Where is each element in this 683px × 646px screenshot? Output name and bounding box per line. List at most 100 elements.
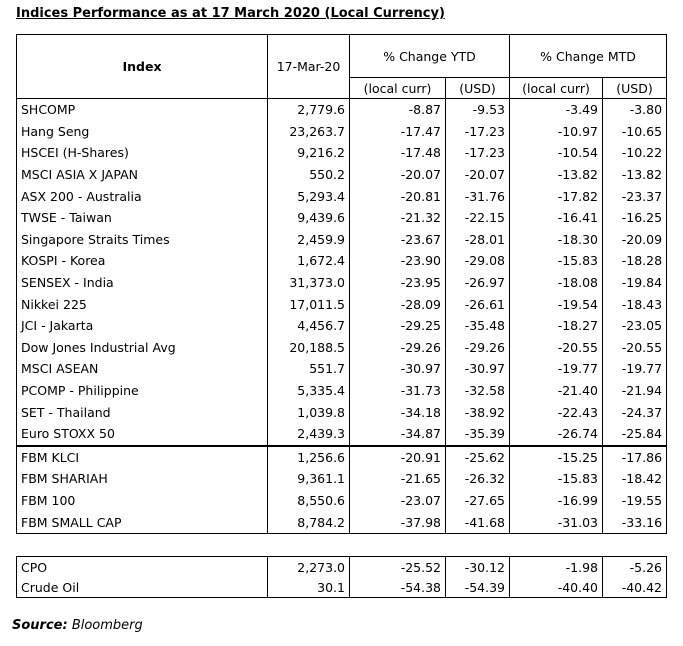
cell-mtd-usd: -18.43 xyxy=(602,293,668,315)
cell-ytd-local: -29.25 xyxy=(349,314,446,337)
cell-ytd-local: -28.09 xyxy=(349,293,446,315)
cell-mtd-local: -18.08 xyxy=(509,271,604,294)
cell-value: 31,373.0 xyxy=(267,271,350,294)
cell-ytd-usd: -9.53 xyxy=(444,98,511,121)
cell-mtd-local: -16.41 xyxy=(509,206,604,229)
cell-name: JCI - Jakarta xyxy=(16,314,268,337)
cell-mtd-usd: -5.26 xyxy=(602,556,667,577)
cell-ytd-local: -23.95 xyxy=(349,271,446,294)
table-row: Singapore Straits Times 2,459.9 -23.67 -28.… xyxy=(16,228,668,251)
cell-mtd-local: -19.77 xyxy=(509,358,604,380)
cell-ytd-local: -21.32 xyxy=(349,206,446,229)
cell-ytd-local: -30.97 xyxy=(349,358,446,380)
cell-name: Hang Seng xyxy=(16,120,268,143)
cell-ytd-usd: -20.07 xyxy=(444,163,511,186)
cell-mtd-usd: -3.80 xyxy=(602,98,668,121)
cell-value: 1,672.4 xyxy=(267,250,350,272)
cell-mtd-local: -15.83 xyxy=(509,468,604,490)
cell-value: 4,456.7 xyxy=(267,314,350,337)
cell-name: Singapore Straits Times xyxy=(16,228,268,251)
cell-mtd-usd: -19.84 xyxy=(602,271,668,294)
cell-name: HSCEI (H-Shares) xyxy=(16,142,268,164)
table-row: Crude Oil 30.1 -54.38 -54.39 -40.40 -40.42 xyxy=(16,577,667,598)
cell-mtd-usd: -40.42 xyxy=(602,577,667,598)
source-label: Source: xyxy=(12,618,68,633)
cell-mtd-usd: -23.37 xyxy=(602,185,668,207)
cell-ytd-local: -23.07 xyxy=(349,489,446,512)
cell-mtd-local: -15.25 xyxy=(509,444,604,469)
cell-mtd-usd: -25.84 xyxy=(602,422,668,446)
cell-mtd-local: -22.43 xyxy=(509,401,604,423)
table-row: SENSEX - India 31,373.0 -23.95 -26.97 -18.08… xyxy=(16,271,668,294)
cell-ytd-local: -20.81 xyxy=(349,185,446,207)
cell-ytd-local: -31.73 xyxy=(349,379,446,402)
cell-value: 9,439.6 xyxy=(267,206,350,229)
cell-mtd-usd: -16.25 xyxy=(602,206,668,229)
table-row: SET - Thailand 1,039.8 -34.18 -38.92 -22.43-… xyxy=(16,401,668,423)
table-row: Hang Seng 23,263.7 -17.47 -17.23 -10.97 -10.6… xyxy=(16,120,668,143)
cell-ytd-local: -37.98 xyxy=(349,511,446,534)
cell-ytd-local: -54.38 xyxy=(349,577,446,598)
table-row: MSCI ASIA X JAPAN 550.2 -20.07 -20.07 -13.82… xyxy=(16,163,668,186)
table-row: TWSE - Taiwan 9,439.6 -21.32 -22.15 -16.41 -1… xyxy=(16,206,668,229)
cell-mtd-usd: -17.86 xyxy=(602,444,668,469)
cell-value: 17,011.5 xyxy=(267,293,350,315)
cell-mtd-local: -16.99 xyxy=(509,489,604,512)
cell-ytd-local: -34.18 xyxy=(349,401,446,423)
cell-mtd-local: -26.74 xyxy=(509,422,604,446)
cell-mtd-local: -13.82 xyxy=(509,163,604,186)
cell-mtd-local: -1.98 xyxy=(509,556,603,577)
cell-mtd-usd: -18.28 xyxy=(602,250,668,272)
header-mtd-local: (local curr) xyxy=(509,77,604,99)
cell-mtd-local: -17.82 xyxy=(509,185,604,207)
cell-value: 8,784.2 xyxy=(267,511,350,534)
header-ytd: % Change YTD xyxy=(348,34,511,78)
table-row: SHCOMP 2,779.6 -8.87 -9.53 -3.49 -3.80 xyxy=(16,98,668,121)
cell-value: 1,039.8 xyxy=(267,401,350,423)
table-row: FBM KLCI 1,256.6 -20.91 -25.62 -15.25 -17.86 xyxy=(16,444,668,469)
cell-ytd-usd: -17.23 xyxy=(444,120,511,143)
cell-mtd-usd: -33.16 xyxy=(602,511,668,534)
cell-mtd-usd: -20.55 xyxy=(602,336,668,359)
cell-mtd-usd: -13.82 xyxy=(602,163,668,186)
cell-value: 2,273.0 xyxy=(267,556,350,577)
cell-ytd-usd: -35.39 xyxy=(444,422,511,446)
cell-name: FBM SHARIAH xyxy=(16,468,268,490)
cell-name: FBM SMALL CAP xyxy=(16,511,268,534)
cell-ytd-usd: -35.48 xyxy=(444,314,511,337)
cell-ytd-usd: -54.39 xyxy=(445,577,510,598)
table-row: FBM SHARIAH 9,361.1 -21.65 -26.32 -15.83 -18.… xyxy=(16,468,668,490)
cell-ytd-usd: -29.26 xyxy=(444,336,511,359)
cell-name: SHCOMP xyxy=(16,98,268,121)
cell-ytd-usd: -25.62 xyxy=(444,444,511,469)
cell-mtd-usd: -19.77 xyxy=(602,358,668,380)
indices-table-body: SHCOMP 2,779.6 -8.87 -9.53 -3.49 -3.80 Hang Se… xyxy=(16,98,668,534)
header-date: 17-Mar-20 xyxy=(267,34,350,99)
cell-mtd-usd: -10.22 xyxy=(602,142,668,164)
cell-ytd-usd: -17.23 xyxy=(444,142,511,164)
cell-value: 23,263.7 xyxy=(267,120,350,143)
cell-ytd-usd: -31.76 xyxy=(444,185,511,207)
cell-value: 9,216.2 xyxy=(267,142,350,164)
cell-ytd-usd: -41.68 xyxy=(444,511,511,534)
table-row: ASX 200 - Australia 5,293.4 -20.81 -31.76 -1… xyxy=(16,185,668,207)
cell-ytd-local: -29.26 xyxy=(349,336,446,359)
cell-ytd-usd: -26.32 xyxy=(444,468,511,490)
cell-mtd-usd: -20.09 xyxy=(602,228,668,251)
cell-ytd-usd: -26.97 xyxy=(444,271,511,294)
cell-value: 2,779.6 xyxy=(267,98,350,121)
table-row: HSCEI (H-Shares) 9,216.2 -17.48 -17.23 -10.5… xyxy=(16,142,668,164)
cell-name: Euro STOXX 50 xyxy=(16,422,268,446)
cell-name: ASX 200 - Australia xyxy=(16,185,268,207)
commodities-table: CPO 2,273.0 -25.52 -30.12 -1.98 -5.26 Crude Oi… xyxy=(16,556,667,598)
header-ytd-local: (local curr) xyxy=(349,77,446,99)
cell-mtd-local: -10.54 xyxy=(509,142,604,164)
table-row: Nikkei 225 17,011.5 -28.09 -26.61 -19.54 -18.… xyxy=(16,293,668,315)
cell-ytd-local: -25.52 xyxy=(349,556,446,577)
cell-ytd-usd: -30.97 xyxy=(444,358,511,380)
cell-mtd-usd: -23.05 xyxy=(602,314,668,337)
header-ytd-usd: (USD) xyxy=(444,77,511,99)
table-row: KOSPI - Korea 1,672.4 -23.90 -29.08 -15.83 -1… xyxy=(16,250,668,272)
cell-value: 30.1 xyxy=(267,577,350,598)
cell-mtd-local: -3.49 xyxy=(509,98,604,121)
